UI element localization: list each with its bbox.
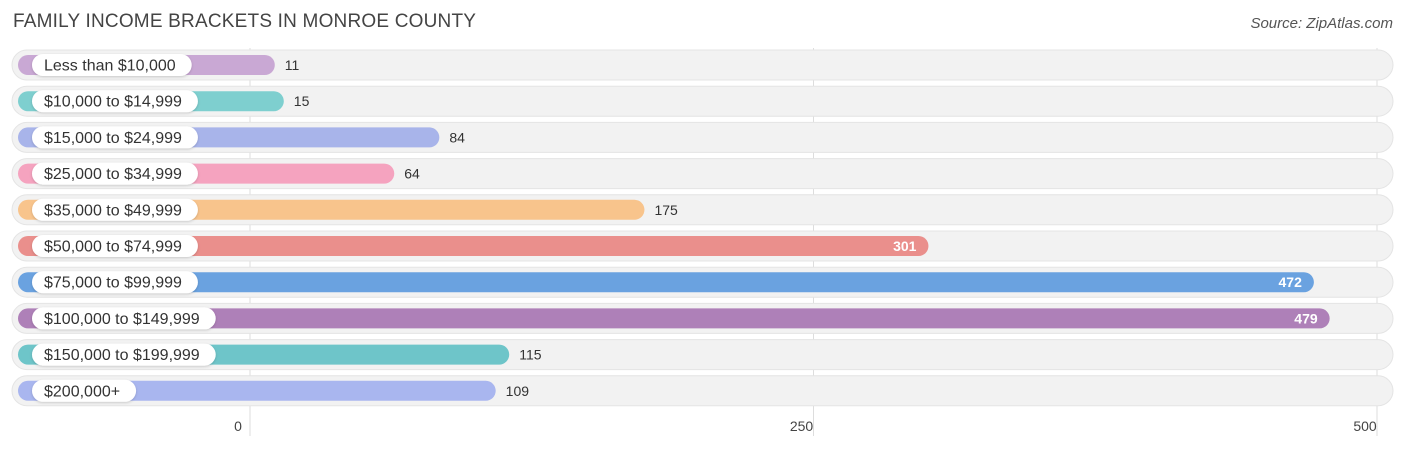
value-label: 472 (1279, 274, 1303, 290)
value-label: 109 (506, 383, 530, 399)
bar (18, 308, 1330, 329)
x-axis-ticks: 0 250 500 (234, 418, 1377, 434)
category-label: $15,000 to $24,999 (44, 130, 182, 147)
category-pill (32, 235, 198, 257)
category-pill (32, 379, 137, 402)
row-background (11, 49, 1394, 81)
chart-title: FAMILY INCOME BRACKETS IN MONROE COUNTY (13, 11, 477, 32)
value-label: 11 (285, 57, 300, 73)
bar-row: $75,000 to $99,999 472 (11, 266, 1394, 298)
source-label: Source: ZipAtlas.com (1250, 15, 1393, 32)
category-label: $10,000 to $14,999 (44, 94, 182, 111)
bar-row: $10,000 to $14,999 15 (11, 85, 1394, 117)
category-pill (32, 343, 216, 366)
category-label: $100,000 to $149,999 (44, 311, 200, 328)
bar-rows: Less than $10,000 11$10,000 to $14,999 15$… (11, 49, 1394, 407)
category-label: $200,000+ (44, 383, 120, 400)
category-label: $35,000 to $49,999 (44, 202, 182, 219)
category-pill (32, 271, 198, 294)
category-label: $50,000 to $74,999 (44, 239, 182, 256)
bar (18, 380, 496, 401)
category-pill (32, 90, 198, 113)
bar-row: $35,000 to $49,999 175 (11, 194, 1394, 226)
bar-row: $150,000 to $199,999 115 (11, 339, 1394, 371)
category-pill (32, 126, 198, 149)
bar-row: $50,000 to $74,999 301 (11, 230, 1394, 262)
category-pill (32, 198, 198, 221)
row-background (11, 85, 1394, 117)
category-label: $75,000 to $99,999 (44, 275, 182, 292)
bar (18, 272, 1314, 293)
bar-row: $100,000 to $149,999 479 (11, 302, 1394, 334)
tick-label: 250 (790, 418, 814, 434)
value-label: 64 (404, 166, 420, 182)
value-label: 115 (519, 347, 542, 363)
category-label: Less than $10,000 (44, 58, 176, 75)
value-label: 479 (1294, 310, 1318, 326)
bar-row: $15,000 to $24,999 84 (11, 121, 1394, 153)
bar-row: $200,000+ 109 (11, 375, 1394, 407)
tick-label: 0 (234, 418, 242, 434)
bar-row: Less than $10,000 11 (11, 49, 1394, 81)
category-pill (32, 162, 198, 185)
category-label: $25,000 to $34,999 (44, 166, 182, 183)
category-label: $150,000 to $199,999 (44, 347, 200, 364)
tick-label: 500 (1353, 418, 1377, 434)
category-pill (32, 54, 192, 76)
value-label: 15 (294, 93, 310, 109)
value-label: 301 (893, 238, 917, 254)
bar-row: $25,000 to $34,999 64 (11, 158, 1394, 190)
value-label: 175 (654, 202, 678, 218)
category-pill (32, 307, 216, 330)
bar (18, 236, 929, 256)
value-label: 84 (449, 129, 465, 145)
